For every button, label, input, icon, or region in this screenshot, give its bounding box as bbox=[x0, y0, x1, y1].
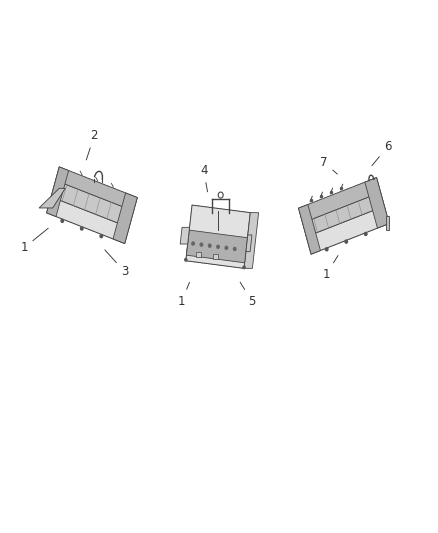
Circle shape bbox=[100, 235, 102, 238]
Circle shape bbox=[233, 247, 236, 251]
Circle shape bbox=[185, 259, 187, 261]
Text: 1: 1 bbox=[322, 255, 338, 281]
Circle shape bbox=[192, 242, 194, 245]
Circle shape bbox=[81, 227, 83, 230]
Text: 1: 1 bbox=[20, 228, 48, 254]
Polygon shape bbox=[51, 180, 134, 228]
Polygon shape bbox=[180, 228, 190, 244]
Polygon shape bbox=[299, 177, 381, 223]
Circle shape bbox=[200, 243, 203, 246]
Polygon shape bbox=[299, 205, 321, 254]
Text: 4: 4 bbox=[200, 164, 208, 192]
Circle shape bbox=[208, 244, 211, 247]
Text: 5: 5 bbox=[240, 282, 255, 308]
Polygon shape bbox=[113, 193, 137, 244]
Polygon shape bbox=[56, 167, 137, 211]
Polygon shape bbox=[187, 230, 247, 263]
Polygon shape bbox=[246, 235, 252, 252]
Polygon shape bbox=[386, 216, 389, 230]
Text: 6: 6 bbox=[372, 140, 392, 166]
FancyBboxPatch shape bbox=[196, 252, 201, 257]
Polygon shape bbox=[46, 197, 129, 244]
Circle shape bbox=[61, 219, 64, 222]
Text: 1: 1 bbox=[178, 282, 190, 308]
FancyBboxPatch shape bbox=[213, 254, 219, 259]
Polygon shape bbox=[365, 177, 389, 228]
Polygon shape bbox=[306, 206, 389, 254]
Circle shape bbox=[243, 266, 245, 269]
Circle shape bbox=[345, 240, 347, 243]
Text: 7: 7 bbox=[320, 156, 337, 174]
Circle shape bbox=[225, 246, 228, 249]
Text: 3: 3 bbox=[105, 250, 128, 278]
Polygon shape bbox=[39, 188, 65, 208]
Polygon shape bbox=[244, 213, 258, 268]
Polygon shape bbox=[303, 192, 385, 237]
Polygon shape bbox=[46, 167, 69, 216]
Polygon shape bbox=[186, 205, 250, 268]
Circle shape bbox=[217, 245, 219, 248]
Circle shape bbox=[364, 232, 367, 236]
Circle shape bbox=[325, 248, 328, 251]
Text: 2: 2 bbox=[86, 130, 98, 160]
